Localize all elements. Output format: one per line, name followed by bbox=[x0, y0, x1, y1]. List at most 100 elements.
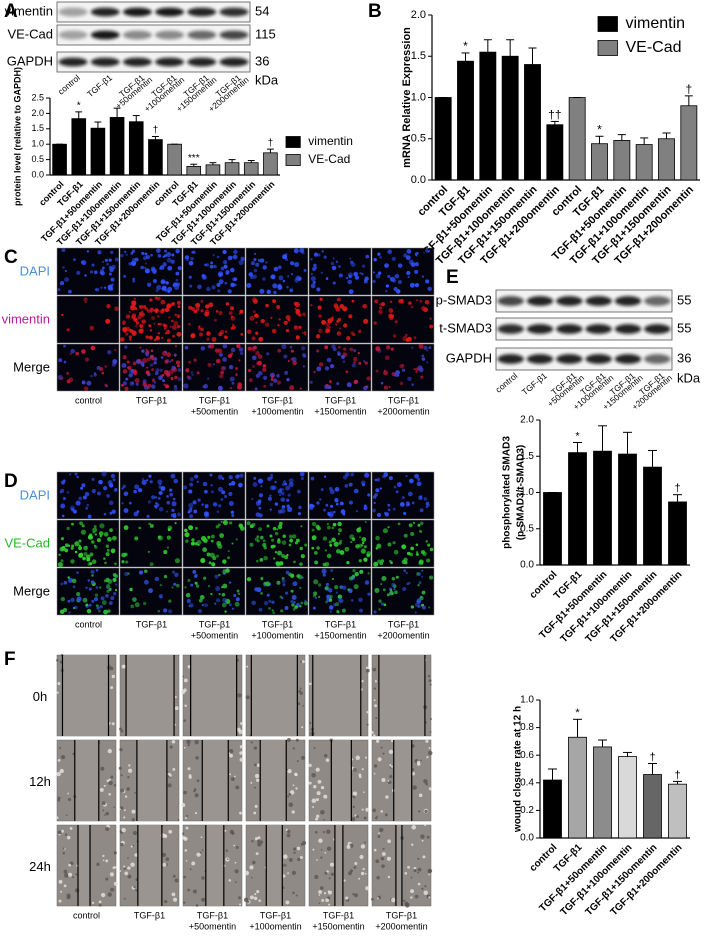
cell bbox=[154, 496, 158, 499]
cell bbox=[336, 382, 340, 386]
wound-gap bbox=[334, 825, 343, 906]
cell bbox=[231, 607, 235, 610]
column-label: +100omentin bbox=[249, 921, 301, 931]
cell bbox=[429, 317, 432, 320]
cell bbox=[370, 730, 374, 735]
cell bbox=[228, 500, 234, 507]
cell bbox=[188, 508, 193, 513]
cell bbox=[292, 607, 296, 611]
cell bbox=[288, 481, 294, 488]
cell bbox=[297, 574, 303, 580]
cell bbox=[373, 848, 377, 852]
cell bbox=[263, 384, 267, 388]
cell bbox=[320, 809, 325, 815]
blot-band bbox=[58, 57, 88, 67]
cell bbox=[68, 611, 71, 614]
cell bbox=[105, 552, 110, 557]
blot-band bbox=[122, 57, 152, 67]
column-label: TGF-β1 bbox=[262, 619, 293, 629]
micrograph bbox=[182, 343, 246, 392]
cell bbox=[168, 315, 171, 319]
cell bbox=[423, 779, 428, 784]
cell bbox=[420, 521, 424, 526]
panel-label: F bbox=[4, 649, 16, 670]
cell bbox=[59, 747, 62, 750]
cell bbox=[190, 333, 196, 339]
cell bbox=[420, 375, 424, 379]
cell bbox=[354, 814, 357, 817]
cell bbox=[171, 739, 176, 744]
cell bbox=[174, 313, 177, 317]
wound-gap bbox=[205, 825, 224, 906]
cell bbox=[114, 257, 119, 262]
cell bbox=[269, 485, 275, 491]
cell bbox=[156, 248, 161, 253]
cell bbox=[282, 874, 286, 878]
cell bbox=[378, 608, 381, 611]
cell bbox=[222, 597, 228, 603]
cell bbox=[284, 370, 289, 375]
cell bbox=[317, 779, 322, 784]
cell bbox=[209, 343, 215, 349]
cell bbox=[150, 266, 156, 272]
cell bbox=[280, 609, 284, 613]
cell bbox=[410, 531, 415, 537]
cell bbox=[272, 283, 278, 289]
cell bbox=[377, 757, 382, 762]
cell bbox=[142, 256, 147, 261]
cell bbox=[123, 867, 126, 870]
cell bbox=[215, 358, 221, 364]
cell bbox=[363, 385, 368, 391]
column-label: TGF-β1 bbox=[199, 395, 230, 405]
cell bbox=[113, 851, 117, 855]
cell bbox=[329, 610, 332, 613]
cell bbox=[171, 586, 174, 589]
cell bbox=[169, 360, 172, 363]
cell bbox=[249, 865, 254, 870]
cell bbox=[108, 265, 112, 269]
cell bbox=[424, 809, 428, 814]
cell bbox=[413, 868, 417, 873]
cell bbox=[348, 500, 353, 505]
cell bbox=[338, 528, 343, 533]
cell bbox=[160, 279, 165, 284]
cell bbox=[172, 367, 178, 373]
cell bbox=[63, 884, 67, 888]
cell bbox=[272, 299, 277, 304]
cell bbox=[167, 330, 170, 333]
cell bbox=[119, 748, 123, 752]
cell bbox=[230, 282, 235, 288]
cell bbox=[123, 816, 126, 819]
blot-band bbox=[219, 30, 249, 40]
micrograph bbox=[245, 519, 309, 568]
cell bbox=[320, 271, 323, 274]
cell bbox=[294, 541, 298, 545]
cell bbox=[56, 691, 59, 694]
cell bbox=[258, 336, 264, 342]
cell bbox=[177, 819, 180, 821]
cell bbox=[311, 521, 317, 527]
bar bbox=[52, 143, 67, 176]
cell bbox=[300, 842, 304, 846]
cell bbox=[81, 380, 86, 385]
cell bbox=[230, 481, 236, 486]
cell bbox=[219, 374, 224, 379]
cell bbox=[83, 552, 88, 557]
cell bbox=[314, 831, 318, 834]
cell bbox=[134, 257, 139, 262]
cell bbox=[207, 362, 212, 367]
cell bbox=[414, 611, 417, 614]
cell bbox=[251, 497, 254, 501]
cell bbox=[285, 591, 289, 595]
cell bbox=[109, 601, 113, 606]
cell bbox=[420, 759, 422, 762]
cell bbox=[428, 606, 431, 609]
cell bbox=[59, 609, 65, 615]
cell bbox=[215, 586, 221, 592]
cell bbox=[388, 386, 391, 389]
cell bbox=[281, 505, 286, 509]
cell bbox=[380, 583, 383, 586]
cell bbox=[100, 892, 106, 898]
cell bbox=[81, 349, 86, 354]
cell bbox=[390, 347, 394, 351]
